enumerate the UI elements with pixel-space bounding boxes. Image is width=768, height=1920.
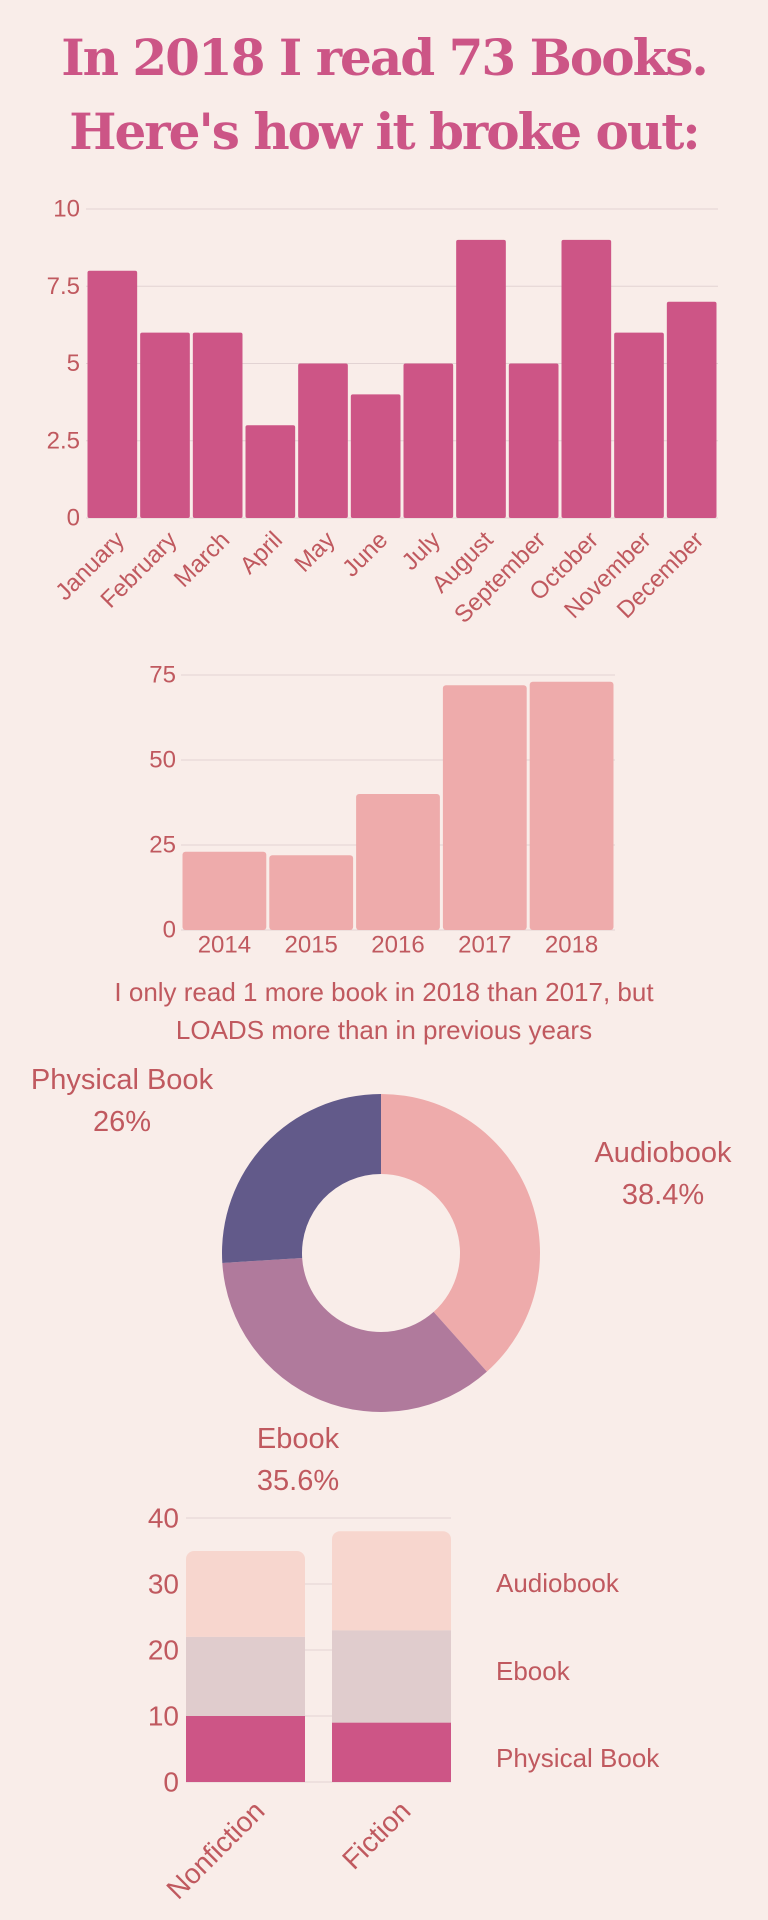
y-tick-label: 75 xyxy=(149,662,176,689)
slice-label: Physical Book xyxy=(31,1064,214,1096)
y-tick-label: 25 xyxy=(149,832,176,859)
x-tick-label: 2015 xyxy=(285,932,338,959)
y-tick-label: 30 xyxy=(148,1569,179,1600)
y-tick-label: 0 xyxy=(163,917,176,944)
bar-july xyxy=(403,363,454,518)
y-tick-label: 5 xyxy=(67,350,80,377)
bar-january xyxy=(87,270,138,518)
y-tick-label: 10 xyxy=(53,196,80,223)
x-tick-label: 2016 xyxy=(371,932,424,959)
slice-ebook xyxy=(222,1257,487,1412)
bar-september xyxy=(508,363,559,518)
slice-label: Audiobook xyxy=(594,1137,732,1169)
y-tick-label: 7.5 xyxy=(47,273,80,300)
x-tick-label: Nonfiction xyxy=(160,1795,270,1905)
bar-november xyxy=(614,332,664,518)
caption-line-2: LOADS more than in previous years xyxy=(175,1015,593,1045)
bar-2016 xyxy=(356,794,440,930)
slice-percent: 38.4% xyxy=(622,1179,704,1211)
bar-april xyxy=(245,425,296,518)
bar-nonfiction-ebook xyxy=(186,1636,305,1716)
y-tick-label: 0 xyxy=(163,1767,179,1798)
slice-percent: 35.6% xyxy=(257,1465,339,1497)
bar-may xyxy=(298,363,348,518)
caption: I only read 1 more book in 2018 than 201… xyxy=(0,973,768,1049)
x-tick-label: April xyxy=(235,526,288,579)
y-tick-label: 0 xyxy=(67,505,80,532)
x-tick-label: March xyxy=(169,526,235,592)
title-line-2: Here's how it broke out: xyxy=(69,102,701,161)
bar-august xyxy=(456,239,506,518)
legend-item: Physical Book xyxy=(496,1743,660,1773)
caption-line-1: I only read 1 more book in 2018 than 201… xyxy=(114,977,654,1007)
bar-fill xyxy=(332,1541,451,1631)
bar-december xyxy=(666,301,717,518)
bar-2017 xyxy=(442,685,527,930)
title-line-1: In 2018 I read 73 Books. xyxy=(61,28,709,87)
slice-audiobook xyxy=(381,1094,540,1372)
slice-percent: 26% xyxy=(93,1106,151,1138)
bar-june xyxy=(350,394,401,518)
y-tick-label: 50 xyxy=(149,747,176,774)
y-tick-label: 10 xyxy=(148,1701,179,1732)
x-tick-label: 2014 xyxy=(198,932,251,959)
x-tick-label: May xyxy=(289,526,340,577)
x-tick-label: 2017 xyxy=(458,932,511,959)
bar-february xyxy=(140,332,190,518)
y-tick-label: 20 xyxy=(148,1635,179,1666)
bar-october xyxy=(561,239,612,518)
x-tick-label: June xyxy=(337,526,393,582)
legend-item: Ebook xyxy=(496,1656,571,1686)
bar-nonfiction-physical-book xyxy=(186,1716,305,1782)
slice-physical-book xyxy=(222,1094,381,1263)
y-tick-label: 40 xyxy=(148,1503,179,1534)
legend-item: Audiobook xyxy=(496,1568,620,1598)
bar-2015 xyxy=(269,855,354,930)
bar-2014 xyxy=(182,851,267,930)
bar-fiction-ebook xyxy=(332,1630,451,1723)
bar-march xyxy=(192,332,243,518)
x-tick-label: 2018 xyxy=(545,932,598,959)
bar-2018 xyxy=(529,681,614,930)
bar-fill xyxy=(186,1561,305,1637)
bar-fiction-physical-book xyxy=(332,1722,451,1782)
x-tick-label: Fiction xyxy=(336,1795,416,1875)
y-tick-label: 2.5 xyxy=(47,427,80,454)
slice-label: Ebook xyxy=(257,1423,340,1455)
